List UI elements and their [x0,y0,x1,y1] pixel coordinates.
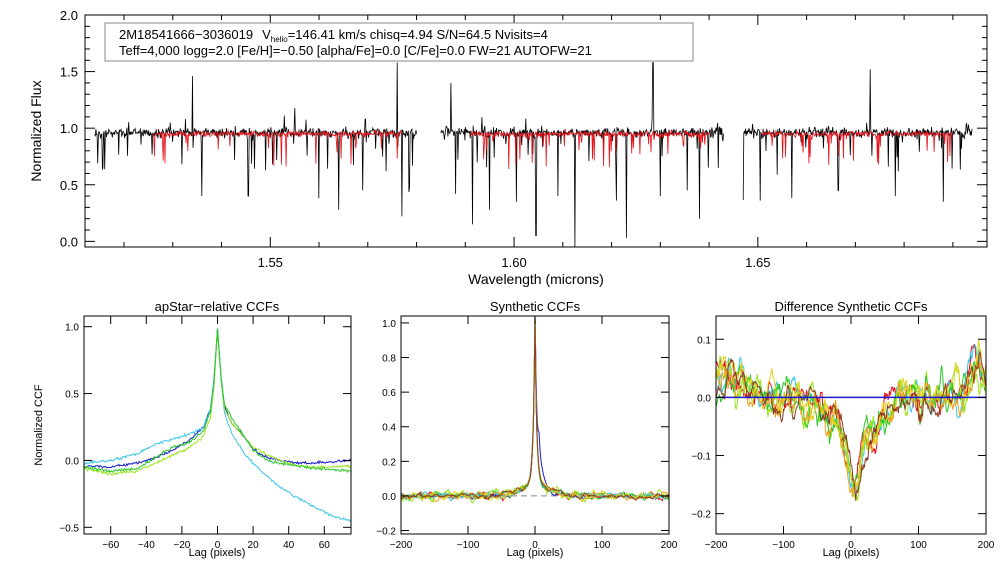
annotation-line-1-rest: =146.41 km/s chisq=4.94 S/N=64.5 Nvisits… [288,27,548,42]
synthetic-ccf-y-tick-label: 0.2 [382,457,396,468]
apstar-ccf-x-tick-label: 0 [215,540,221,551]
difference-ccf-plot-area [715,340,987,501]
synthetic-ccf-title: Synthetic CCFs [490,299,581,314]
difference-ccf-x-tick-label: −100 [772,540,795,551]
annotation-frame [104,22,694,62]
apstar-ccf-y-tick-label: 0.0 [65,456,79,467]
spectrum-chart: 1.55 1.60 1.65 0.0 0.5 1.0 1.5 2.0 Wavelength (… [28,8,988,287]
apstar-ccf-x-tick-label: −40 [138,540,155,551]
apstar-ccf-x-tick-label: −20 [173,540,190,551]
spectrum-y-tick-label: 2.0 [60,8,78,23]
apstar-ccf-x-tick-label: −60 [102,540,119,551]
spectrum-model-line [762,129,953,166]
synthetic-ccf-chart: Synthetic CCFs −200 −100 0 100 200 −0.2 0.0 0.2… [376,299,678,559]
difference-ccf-y-tick-label: 0.1 [697,335,711,346]
synthetic-ccf-y-tick-label: −0.2 [376,527,396,538]
difference-ccf-d3-line [715,355,987,501]
apstar-ccf-x-tick-label: 40 [283,540,295,551]
apstar-ccf-visit-3-line [83,332,352,476]
difference-ccf-d6-line [715,340,987,491]
spectrum-y-tick-label: 0.5 [60,178,78,193]
synthetic-ccf-y-tick-label: 0.8 [382,354,396,365]
spectrum-observed-line [94,62,417,217]
difference-ccf-ticks: −200 −100 0 100 200 −0.2 −0.1 0.0 0.1 [691,316,995,551]
synthetic-ccf-plot-area [400,315,670,504]
spectrum-ticks: 1.55 1.60 1.65 0.0 0.5 1.0 1.5 2.0 [60,8,987,270]
apstar-ccf-visit-4-line [83,328,352,474]
spectrum-y-tick-label: 0.0 [60,234,78,249]
synthetic-ccf-x-tick-label: 0 [532,540,538,551]
synthetic-ccf-x-tick-label: −100 [457,540,480,551]
apstar-ccf-x-tick-label: 60 [319,540,331,551]
spectrum-annotation-box: 2M18541666−3036019 Vhelio=146.41 km/s chi… [104,22,694,62]
difference-ccf-title: Difference Synthetic CCFs [775,299,928,314]
difference-ccf-d7-line [715,351,987,501]
difference-ccf-y-tick-label: 0.0 [697,393,711,404]
difference-ccf-x-axis-label: Lag (pixels) [823,547,880,559]
difference-ccf-axes-frame [715,315,987,535]
synthetic-ccf-y-tick-label: 1.0 [382,319,396,330]
spectrum-axes-frame [84,14,988,248]
synthetic-ccf-s8-line [400,315,670,501]
difference-ccf-d4-line [715,354,987,488]
difference-ccf-y-tick-label: −0.2 [691,510,711,521]
apstar-ccf-y-axis-label: Normalized CCF [33,384,45,466]
apstar-ccf-x-tick-label: 20 [248,540,260,551]
annotation-line-2: Teff=4,000 logg=2.0 [Fe/H]=−0.50 [alpha/… [119,43,592,58]
difference-ccf-chart: Difference Synthetic CCFs −200 −100 0 100 20… [691,299,995,559]
apstar-ccf-y-tick-label: 0.5 [65,390,79,401]
spectrum-y-axis-label: Normalized Flux [28,80,44,181]
difference-ccf-x-tick-label: 200 [978,540,995,551]
spectrum-plot-area [94,62,973,248]
synthetic-ccf-x-tick-label: 200 [661,540,678,551]
apstar-ccf-chart: apStar−relative CCFs −60 −40 −20 0 20 40 60 −0.… [33,299,352,559]
apstar-ccf-y-tick-label: −0.5 [59,523,79,534]
difference-ccf-d2-line [715,344,987,494]
spectrum-x-tick-label: 1.60 [501,255,526,270]
synthetic-ccf-x-tick-label: −200 [390,540,413,551]
apstar-ccf-title: apStar−relative CCFs [155,299,280,314]
spectrum-x-tick-label: 1.55 [258,255,283,270]
apstar-ccf-ticks: −60 −40 −20 0 20 40 60 −0.5 0.0 0.5 1.0 [59,316,351,551]
apstar-ccf-axes-frame [83,315,352,535]
apstar-ccf-visit-1-line [83,328,352,469]
annotation-v: V [262,27,271,42]
difference-ccf-y-tick-label: −0.1 [691,452,711,463]
annotation-v-sub: helio [271,35,288,44]
spectrum-model-line [469,128,710,170]
synthetic-ccf-x-tick-label: 100 [594,540,611,551]
synthetic-ccf-ticks: −200 −100 0 100 200 −0.2 0.0 0.2 0.4 0.6 0.8 1.0 [376,316,678,551]
difference-ccf-x-tick-label: 100 [910,540,927,551]
synthetic-ccf-y-tick-label: 0.4 [382,423,396,434]
apstar-ccf-visit-2-line [83,329,352,522]
synthetic-ccf-x-axis-label: Lag (pixels) [507,547,564,559]
synthetic-ccf-y-tick-label: 0.0 [382,492,396,503]
spectrum-model-line [152,129,403,167]
apstar-ccf-plot-area [83,328,352,522]
difference-ccf-x-tick-label: 0 [848,540,854,551]
annotation-star-id: 2M18541666−3036019 [119,27,253,42]
spectrum-x-tick-label: 1.65 [745,255,770,270]
difference-ccf-x-tick-label: −200 [705,540,728,551]
spectrum-y-tick-label: 1.0 [60,121,78,136]
annotation-line-1: 2M18541666−3036019 Vhelio=146.41 km/s chi… [119,27,548,44]
spectrum-x-axis-label: Wavelength (microns) [468,271,604,287]
apstar-ccf-x-axis-label: Lag (pixels) [189,547,246,559]
synthetic-ccf-y-tick-label: 0.6 [382,388,396,399]
spectrum-y-tick-label: 1.5 [60,65,78,80]
apstar-ccf-y-tick-label: 1.0 [65,323,79,334]
